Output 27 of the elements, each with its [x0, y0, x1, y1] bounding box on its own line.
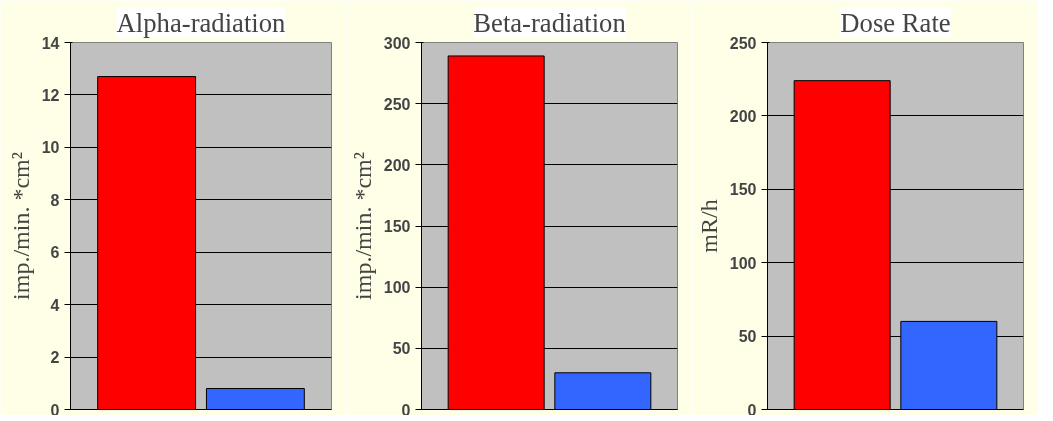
y-axis-title: mR/h — [695, 199, 722, 253]
y-tick-label: 0 — [747, 401, 757, 419]
y-tick-label: 150 — [729, 181, 757, 199]
y-tick-label: 100 — [729, 254, 757, 272]
y-tick-label: 200 — [383, 156, 411, 174]
y-tick-label: 50 — [738, 328, 757, 346]
y-tick-label: 0 — [401, 401, 411, 419]
y-axis-title: imp./min. *cm² — [7, 152, 34, 300]
y-tick-label: 50 — [392, 340, 411, 358]
chart-title: Alpha-radiation — [116, 7, 286, 38]
chart-title: Dose Rate — [840, 7, 951, 38]
y-tick-label: 100 — [383, 279, 411, 297]
y-tick-label: 2 — [50, 349, 60, 367]
y-tick-label: 250 — [729, 34, 757, 52]
y-tick-label: 10 — [41, 139, 60, 157]
chart-title: Beta-radiation — [473, 7, 626, 38]
y-tick-label: 200 — [729, 107, 757, 125]
y-axis-title: imp./min. *cm² — [349, 152, 376, 300]
y-tick-label: 14 — [41, 34, 60, 52]
y-tick-label: 6 — [50, 244, 60, 262]
y-tick-label: 0 — [50, 401, 60, 419]
y-tick-label: 8 — [50, 191, 60, 209]
y-tick-label: 4 — [50, 296, 60, 314]
y-tick-label: 12 — [41, 86, 60, 104]
y-tick-label: 300 — [383, 34, 411, 52]
y-tick-label: 150 — [383, 218, 411, 235]
y-tick-label: 250 — [383, 95, 411, 113]
